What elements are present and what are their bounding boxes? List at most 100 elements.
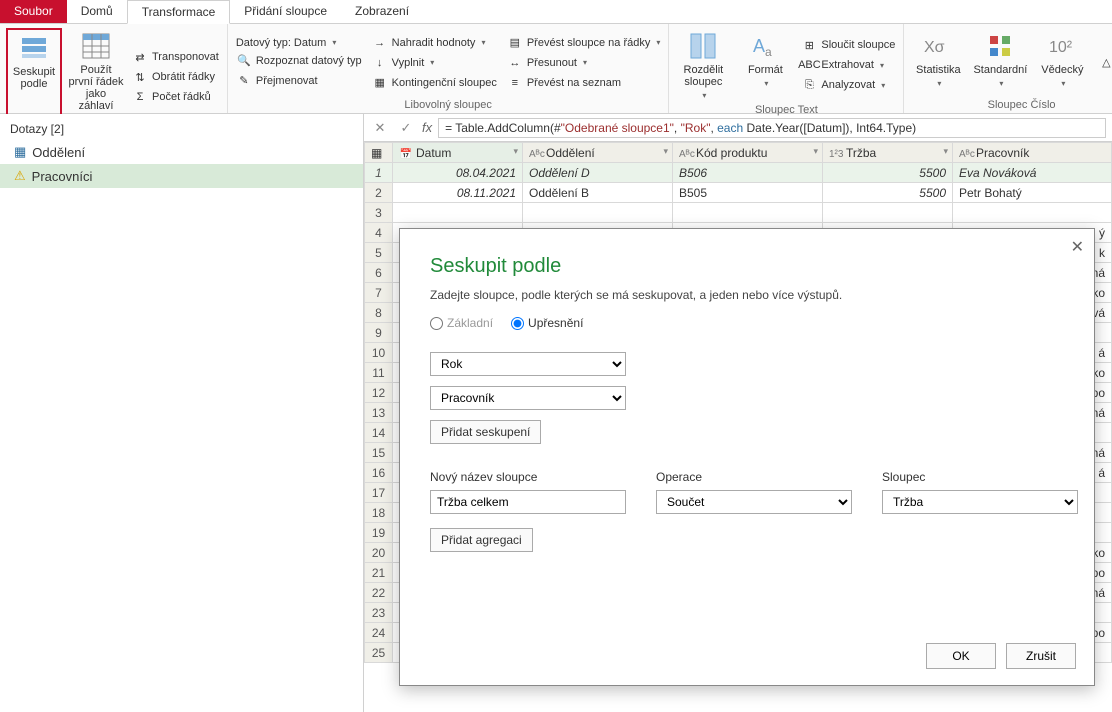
svg-text:Xσ: Xσ (924, 39, 945, 56)
text-type-icon: Aᴮc (959, 149, 973, 160)
row-number: 22 (365, 583, 393, 603)
row-number: 21 (365, 563, 393, 583)
group-anycol-label: Libovolný sloupec (234, 97, 663, 111)
query-item-pracovnici[interactable]: ⚠ Pracovníci (0, 164, 363, 188)
group-by-icon (18, 32, 50, 64)
table-row[interactable]: 3 (365, 203, 1112, 223)
filter-icon[interactable]: ▾ (813, 146, 818, 157)
replace-icon: → (372, 35, 388, 51)
statistics-button[interactable]: Xσ Statistika (910, 28, 966, 97)
queries-panel: Dotazy [2] ▦ Oddělení ⚠ Pracovníci (0, 114, 364, 712)
group-by-button[interactable]: Seskupit podle (6, 28, 62, 126)
row-number: 18 (365, 503, 393, 523)
move-icon: ↔ (507, 55, 523, 71)
split-column-button[interactable]: Rozdělit sloupec (675, 28, 731, 102)
stats-icon: Xσ (922, 30, 954, 62)
radio-basic[interactable]: Základní (430, 316, 493, 330)
newcol-input[interactable] (430, 490, 626, 514)
move-button[interactable]: ↔Přesunout (505, 54, 663, 72)
row-number: 9 (365, 323, 393, 343)
reverse-icon: ⇅ (132, 69, 148, 85)
date-type-icon: 📅 (399, 149, 413, 160)
operation-select[interactable]: Součet (656, 490, 852, 514)
col-header-trzba[interactable]: 1²3Tržba▾ (823, 143, 953, 163)
query-item-oddeleni[interactable]: ▦ Oddělení (0, 140, 363, 164)
dialog-subtitle: Zadejte sloupce, podle kterých se má ses… (430, 288, 1064, 302)
unpivot-button[interactable]: ▤Převést sloupce na řádky (505, 34, 663, 52)
datatype-button[interactable]: Datový typ: Datum (234, 36, 364, 50)
standard-button[interactable]: Standardní (972, 28, 1028, 97)
merge-columns-button[interactable]: ⊞Sloučit sloupce (799, 36, 897, 54)
row-number: 15 (365, 443, 393, 463)
count-icon: Σ (132, 89, 148, 105)
tab-view[interactable]: Zobrazení (341, 0, 423, 23)
radio-advanced[interactable]: Upřesnění (511, 316, 583, 330)
formula-bar: ✕ ✓ fx = Table.AddColumn(#"Odebrané slou… (364, 114, 1112, 142)
tab-file[interactable]: Soubor (0, 0, 67, 23)
tab-strip: Soubor Domů Transformace Přidání sloupce… (0, 0, 1112, 24)
extract-button[interactable]: ABCExtrahovat (799, 56, 897, 74)
cell-amount: 5500 (823, 163, 953, 183)
add-grouping-button[interactable]: Přidat seskupení (430, 420, 541, 444)
row-number: 19 (365, 523, 393, 543)
ribbon-group-textcol: Rozdělit sloupec Aa Formát ⊞Sloučit slou… (669, 24, 904, 113)
ok-button[interactable]: OK (926, 643, 996, 669)
unpivot-icon: ▤ (507, 35, 523, 51)
format-button[interactable]: Aa Formát (737, 28, 793, 102)
table-row[interactable]: 208.11.2021Oddělení BB5055500Petr Bohatý (365, 183, 1112, 203)
group-numcol-label: Sloupec Číslo (910, 97, 1112, 111)
rename-button[interactable]: ✎Přejmenovat (234, 72, 364, 90)
formula-cancel-icon[interactable]: ✕ (370, 120, 390, 136)
pivot-button[interactable]: ▦Kontingenční sloupec (370, 74, 499, 92)
number-type-icon: 1²3 (829, 149, 843, 160)
transpose-button[interactable]: ⇄Transponovat (130, 48, 221, 66)
detect-type-button[interactable]: 🔍Rozpoznat datový typ (234, 52, 364, 70)
detect-icon: 🔍 (236, 53, 252, 69)
ribbon-group-table: Seskupit podle Použít první řádek jako z… (0, 24, 228, 113)
row-number: 7 (365, 283, 393, 303)
filter-icon[interactable]: ▾ (663, 146, 668, 157)
col-header-kod[interactable]: AᴮcKód produktu▾ (673, 143, 823, 163)
tab-add-column[interactable]: Přidání sloupce (230, 0, 341, 23)
formula-accept-icon[interactable]: ✓ (396, 120, 416, 136)
row-number: 12 (365, 383, 393, 403)
text-type-icon: Aᴮc (679, 149, 693, 160)
count-rows-button[interactable]: ΣPočet řádků (130, 88, 221, 106)
tab-transform[interactable]: Transformace (127, 0, 231, 24)
scientific-button[interactable]: 10² Vědecký (1034, 28, 1090, 97)
trig-button[interactable]: △Tri (1096, 54, 1112, 72)
use-first-row-button[interactable]: Použít první řádek jako záhlaví (68, 28, 124, 126)
pivot-icon: ▦ (372, 75, 388, 91)
reverse-rows-button[interactable]: ⇅Obrátit řádky (130, 68, 221, 86)
group-field-1[interactable]: Rok (430, 352, 626, 376)
table-row[interactable]: 108.04.2021Oddělení DB5065500Eva Novákov… (365, 163, 1112, 183)
filter-icon[interactable]: ▾ (513, 146, 518, 157)
row-number: 5 (365, 243, 393, 263)
ribbon: Seskupit podle Použít první řádek jako z… (0, 24, 1112, 114)
to-list-button[interactable]: ≡Převést na seznam (505, 74, 663, 92)
analyze-button[interactable]: ⎘Analyzovat (799, 76, 897, 94)
ribbon-group-anycol: Datový typ: Datum 🔍Rozpoznat datový typ … (228, 24, 670, 113)
group-field-2[interactable]: Pracovník (430, 386, 626, 410)
use-first-row-label: Použít první řádek jako záhlaví (68, 64, 124, 112)
row-number: 23 (365, 603, 393, 623)
column-label: Sloupec (882, 470, 1078, 484)
col-header-datum[interactable]: 📅Datum▾ (393, 143, 523, 163)
replace-values-button[interactable]: →Nahradit hodnoty (370, 34, 499, 52)
tab-home[interactable]: Domů (67, 0, 127, 23)
column-select[interactable]: Tržba (882, 490, 1078, 514)
cell-amount (823, 203, 953, 223)
list-icon: ≡ (507, 75, 523, 91)
cell-dept: Oddělení B (523, 183, 673, 203)
dialog-close-button[interactable]: ✕ (1071, 237, 1084, 257)
queries-header: Dotazy [2] (0, 114, 363, 140)
add-aggregation-button[interactable]: Přidat agregaci (430, 528, 533, 552)
filter-icon[interactable]: ▾ (943, 146, 948, 157)
col-header-oddeleni[interactable]: AᴮcOddělení▾ (523, 143, 673, 163)
cancel-button[interactable]: Zrušit (1006, 643, 1076, 669)
fill-button[interactable]: ↓Vyplnit (370, 54, 499, 72)
col-header-pracovnik[interactable]: AᴮcPracovník (953, 143, 1112, 163)
formula-input[interactable]: = Table.AddColumn(#"Odebrané sloupce1", … (438, 118, 1106, 138)
rownum-header[interactable]: ▦ (365, 143, 393, 163)
cell-code: B505 (673, 183, 823, 203)
